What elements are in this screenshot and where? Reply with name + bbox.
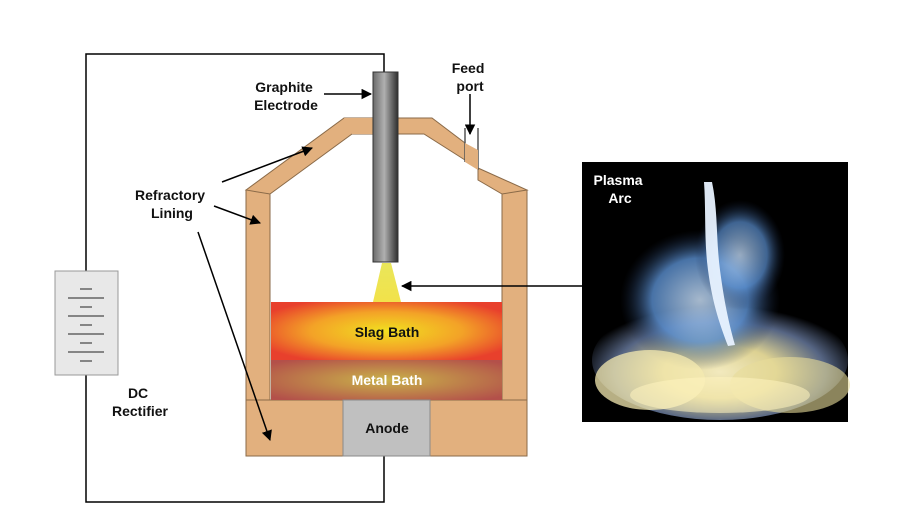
slag-bath bbox=[271, 302, 502, 360]
label-anode: Anode bbox=[365, 420, 409, 436]
label-graphite-electrode: Graphite Electrode bbox=[254, 79, 318, 113]
label-plasma-arc: Plasma Arc bbox=[594, 172, 647, 206]
label-metal-bath: Metal Bath bbox=[352, 372, 423, 388]
label-refractory-lining: Refractory Lining bbox=[135, 187, 209, 221]
circuit-wire bbox=[85, 53, 385, 272]
plasma-arc-photo bbox=[582, 162, 850, 422]
graphite-electrode bbox=[372, 71, 399, 263]
dc-rectifier bbox=[54, 270, 119, 376]
label-dc-rectifier: DC Rectifier bbox=[112, 385, 169, 419]
label-slag-bath: Slag Bath bbox=[355, 324, 420, 340]
arc-cone bbox=[373, 263, 401, 302]
arrow-lining-roof bbox=[221, 146, 313, 183]
label-feed-port: Feed port bbox=[452, 60, 489, 94]
feed-port-pipe bbox=[464, 128, 479, 170]
anode bbox=[342, 399, 431, 457]
arrow-lining-hearth bbox=[197, 231, 272, 441]
arrow-lining-wall bbox=[213, 205, 261, 225]
metal-bath bbox=[271, 360, 502, 400]
circuit-wire-bottom bbox=[85, 374, 385, 503]
